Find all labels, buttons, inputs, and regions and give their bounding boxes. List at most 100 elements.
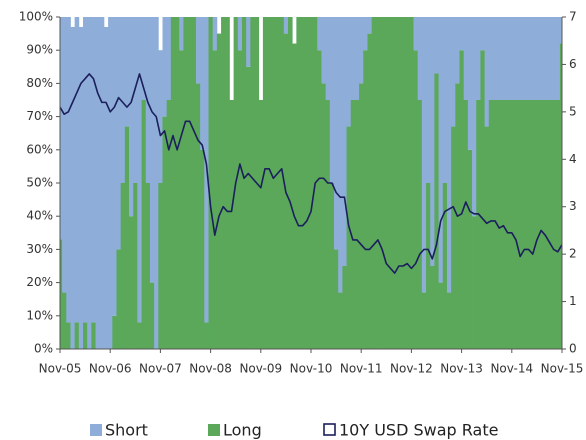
area-segment [262,17,268,349]
area-segment [237,17,243,51]
area-segment [354,17,360,100]
area-segment [221,17,226,349]
area-segment [179,17,184,51]
area-segment [446,17,452,293]
area-segment [141,100,147,349]
area-segment [154,17,159,349]
area-segment [559,17,562,44]
area-segment [158,183,163,349]
y-tick-label: 40% [26,209,53,223]
area-segment [476,100,481,349]
area-segment [124,126,130,349]
area-segment [467,149,473,349]
area-segment [543,100,548,349]
area-segment [380,17,385,349]
area-segment [472,17,477,217]
area-segment [91,322,96,349]
area-segment [334,249,339,349]
area-segment [195,17,201,84]
area-segment [501,17,506,100]
area-segment [505,17,511,100]
area-segment [250,17,255,349]
area-segment [175,17,180,349]
area-segment [501,100,506,349]
legend-swatch [323,423,336,436]
area-segment [149,17,155,283]
area-segment [200,149,205,349]
area-segment [246,66,251,349]
area-segment [103,26,109,349]
area-segment [350,100,356,349]
area-segment [145,17,151,183]
area-segment [467,17,473,150]
area-segment [267,17,272,349]
area-segment [522,17,527,100]
area-segment [543,17,548,100]
area-segment [472,216,477,349]
area-segment [183,17,188,349]
legend-swatch [90,424,102,436]
area-segment [129,17,134,217]
y-tick-label: 20% [26,275,53,289]
area-segment [108,17,113,349]
area-segment [413,17,419,51]
x-tick-label: Nov-07 [139,362,182,376]
area-segment [534,17,540,100]
area-segment [342,266,347,349]
area-segment [95,17,101,349]
area-segment [430,266,435,349]
area-segment [304,17,310,349]
area-segment [145,183,151,349]
area-segment [279,17,285,349]
area-segment [413,50,419,349]
area-segment [434,17,439,74]
y2-tick-label: 6 [569,57,577,71]
area-segment [91,17,96,323]
area-segment [162,116,168,349]
area-segment [200,17,205,150]
area-segment [258,100,264,349]
area-segment [112,315,117,349]
area-segment [405,17,410,349]
area-segment [459,17,465,51]
area-segment [229,100,235,349]
x-tick-label: Nov-05 [39,362,82,376]
y-tick-label: 30% [26,242,53,256]
area-segment [492,17,498,100]
area-segment [488,17,494,100]
area-segment [329,183,335,349]
area-segment [354,100,360,349]
y-tick-label: 100% [19,10,53,24]
x-tick-label: Nov-15 [541,362,584,376]
legend-label: Long [223,421,262,440]
y-tick-label: 0% [34,342,53,356]
area-segment [62,17,67,293]
area-segment [559,43,562,349]
area-segment [375,17,381,349]
y2-tick-label: 2 [569,247,577,261]
area-segment [551,17,557,100]
area-segment [421,292,427,349]
area-segment [317,17,322,51]
area-segment [212,17,218,51]
area-segment [518,17,523,100]
area-segment [321,17,327,84]
area-segment [421,17,427,293]
area-segment [522,100,527,349]
area-segment [547,100,552,349]
area-segment [74,17,80,323]
area-segment [350,17,356,100]
area-segment [300,17,306,349]
area-segment [492,100,498,349]
area-segment [216,33,222,349]
area-segment [446,292,452,349]
area-segment [99,17,105,349]
y2-tick-label: 0 [569,342,577,356]
area-segment [325,17,331,100]
area-segment [371,17,377,349]
area-segment [246,17,251,67]
y2-tick-label: 3 [569,199,577,213]
area-segment [442,183,448,349]
y-tick-label: 70% [26,109,53,123]
x-tick-label: Nov-11 [340,362,383,376]
